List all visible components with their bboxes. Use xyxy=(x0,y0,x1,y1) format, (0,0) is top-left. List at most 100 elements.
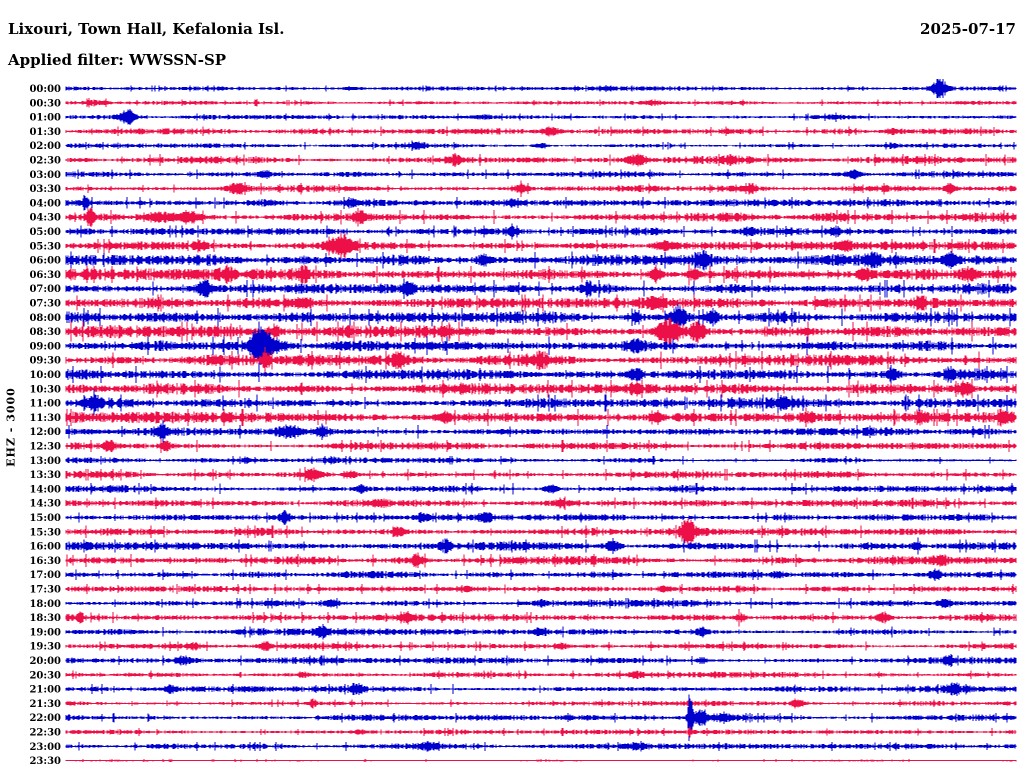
time-label-05:30: 05:30 xyxy=(29,241,61,252)
time-label-08:30: 08:30 xyxy=(29,327,61,338)
time-label-00:30: 00:30 xyxy=(29,98,61,109)
trace-04:30 xyxy=(65,207,1017,227)
station-title: Lixouri, Town Hall, Kefalonia Isl. xyxy=(8,20,285,38)
trace-03:30 xyxy=(65,180,1017,197)
time-label-16:30: 16:30 xyxy=(29,556,61,567)
trace-23:00 xyxy=(65,741,1017,752)
time-label-16:00: 16:00 xyxy=(29,542,61,553)
time-label-06:30: 06:30 xyxy=(29,270,61,281)
time-label-09:30: 09:30 xyxy=(29,356,61,367)
trace-10:00 xyxy=(65,365,1017,384)
time-label-17:30: 17:30 xyxy=(29,585,61,596)
applied-filter-label: Applied filter: WWSSN-SP xyxy=(8,51,227,69)
time-label-04:30: 04:30 xyxy=(29,213,61,224)
trace-17:30 xyxy=(65,583,1017,595)
trace-12:30 xyxy=(65,439,1017,453)
trace-11:00 xyxy=(65,389,1017,417)
time-label-15:30: 15:30 xyxy=(29,527,61,538)
trace-09:00 xyxy=(65,321,1017,371)
time-label-00:00: 00:00 xyxy=(29,84,61,95)
time-label-21:30: 21:30 xyxy=(29,699,61,710)
time-label-19:30: 19:30 xyxy=(29,642,61,653)
trace-16:30 xyxy=(65,552,1017,569)
trace-12:00 xyxy=(65,420,1017,443)
time-label-10:00: 10:00 xyxy=(29,370,61,381)
time-label-23:30: 23:30 xyxy=(29,756,61,767)
time-label-10:30: 10:30 xyxy=(29,384,61,395)
date-label: 2025-07-17 xyxy=(920,20,1016,38)
time-label-21:00: 21:00 xyxy=(29,685,61,696)
time-label-23:00: 23:00 xyxy=(29,742,61,753)
time-label-14:00: 14:00 xyxy=(29,484,61,495)
time-label-13:30: 13:30 xyxy=(29,470,61,481)
time-label-02:00: 02:00 xyxy=(29,141,61,152)
trace-08:00 xyxy=(65,303,1017,331)
trace-06:30 xyxy=(65,263,1017,286)
trace-19:00 xyxy=(65,624,1017,640)
trace-22:00 xyxy=(65,694,1017,742)
time-label-11:30: 11:30 xyxy=(29,413,61,424)
trace-05:30 xyxy=(65,233,1017,259)
trace-13:00 xyxy=(65,456,1017,465)
trace-14:00 xyxy=(65,483,1017,495)
time-label-18:30: 18:30 xyxy=(29,613,61,624)
trace-07:30 xyxy=(65,293,1017,313)
time-label-17:00: 17:00 xyxy=(29,570,61,581)
trace-20:30 xyxy=(65,670,1017,679)
trace-06:00 xyxy=(65,249,1017,271)
time-label-15:00: 15:00 xyxy=(29,513,61,524)
time-label-01:30: 01:30 xyxy=(29,127,61,138)
trace-20:00 xyxy=(65,654,1017,667)
time-label-12:30: 12:30 xyxy=(29,442,61,453)
trace-11:30 xyxy=(65,407,1017,428)
time-label-12:00: 12:00 xyxy=(29,427,61,438)
time-label-14:30: 14:30 xyxy=(29,499,61,510)
trace-00:00 xyxy=(65,78,1017,99)
trace-08:30 xyxy=(65,317,1017,346)
trace-00:30 xyxy=(65,97,1017,108)
time-label-22:30: 22:30 xyxy=(29,728,61,739)
trace-23:30 xyxy=(65,759,1017,762)
time-label-06:00: 06:00 xyxy=(29,256,61,267)
trace-19:30 xyxy=(65,641,1017,652)
trace-02:30 xyxy=(65,152,1017,168)
trace-03:00 xyxy=(65,169,1017,180)
trace-13:30 xyxy=(65,467,1017,482)
time-label-05:00: 05:00 xyxy=(29,227,61,238)
trace-21:30 xyxy=(65,698,1017,709)
time-label-11:00: 11:00 xyxy=(29,399,61,410)
time-label-02:30: 02:30 xyxy=(29,156,61,167)
time-label-22:00: 22:00 xyxy=(29,713,61,724)
trace-14:30 xyxy=(65,496,1017,510)
trace-18:00 xyxy=(65,597,1017,609)
time-label-09:00: 09:00 xyxy=(29,341,61,352)
trace-09:30 xyxy=(65,347,1017,374)
trace-17:00 xyxy=(65,568,1017,581)
time-label-04:00: 04:00 xyxy=(29,198,61,209)
trace-01:00 xyxy=(65,109,1017,125)
time-label-03:00: 03:00 xyxy=(29,170,61,181)
trace-02:00 xyxy=(65,140,1017,151)
trace-01:30 xyxy=(65,126,1017,137)
trace-16:00 xyxy=(65,537,1017,555)
trace-05:00 xyxy=(65,223,1017,240)
time-label-20:00: 20:00 xyxy=(29,656,61,667)
trace-18:30 xyxy=(65,608,1017,627)
trace-22:30 xyxy=(65,726,1017,738)
trace-21:00 xyxy=(65,682,1017,696)
time-label-08:00: 08:00 xyxy=(29,313,61,324)
time-label-07:30: 07:30 xyxy=(29,299,61,310)
time-label-13:00: 13:00 xyxy=(29,456,61,467)
time-label-07:00: 07:00 xyxy=(29,284,61,295)
trace-04:00 xyxy=(65,195,1017,211)
time-label-20:30: 20:30 xyxy=(29,670,61,681)
time-label-18:00: 18:00 xyxy=(29,599,61,610)
trace-07:00 xyxy=(65,278,1017,299)
time-label-01:00: 01:00 xyxy=(29,113,61,124)
trace-10:30 xyxy=(65,379,1017,399)
time-label-03:30: 03:30 xyxy=(29,184,61,195)
trace-15:00 xyxy=(65,509,1017,526)
trace-15:30 xyxy=(65,518,1017,545)
time-label-19:00: 19:00 xyxy=(29,627,61,638)
